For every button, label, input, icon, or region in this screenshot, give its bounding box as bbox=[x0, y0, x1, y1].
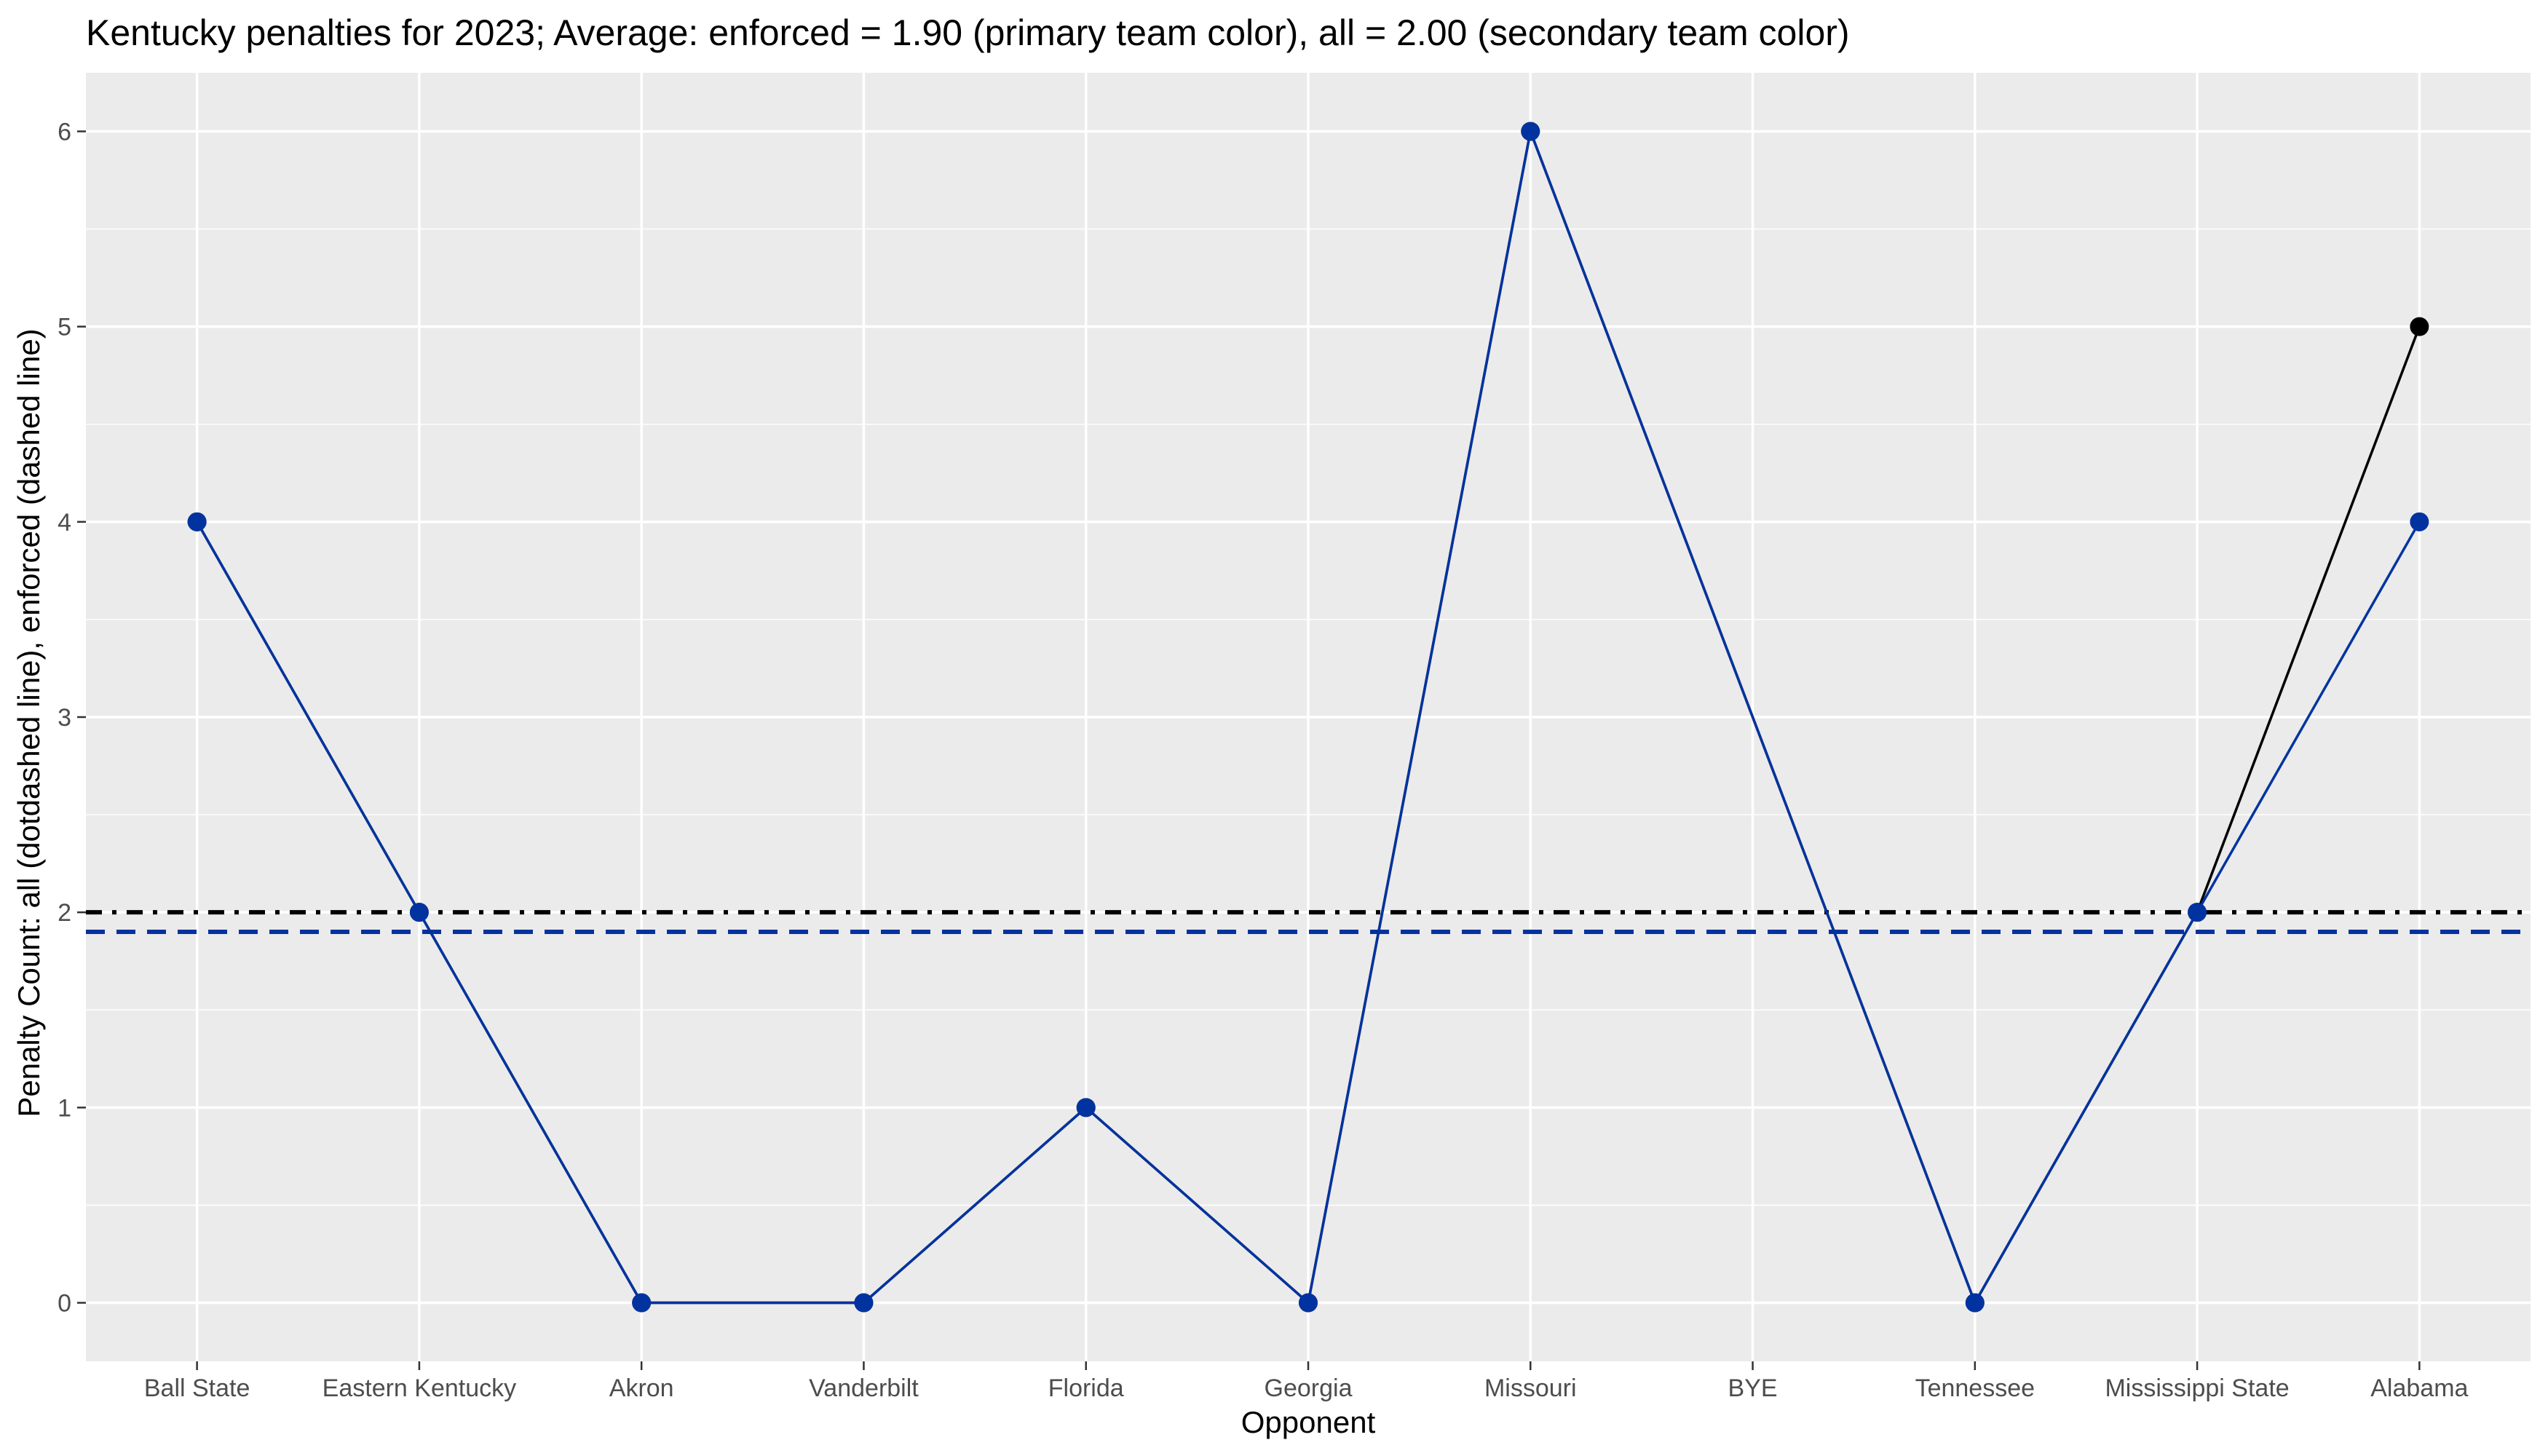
data-point-enforced bbox=[1965, 1293, 1985, 1313]
x-tick-label: Florida bbox=[1048, 1374, 1124, 1402]
y-axis-title: Penalty Count: all (dotdashed line), enf… bbox=[12, 328, 46, 1117]
x-tick-label: BYE bbox=[1728, 1374, 1778, 1402]
data-point-enforced bbox=[1299, 1293, 1318, 1313]
x-tick-label: Mississippi State bbox=[2105, 1374, 2289, 1402]
x-tick-label: Eastern Kentucky bbox=[323, 1374, 516, 1402]
x-tick-label: Alabama bbox=[2370, 1374, 2468, 1402]
x-tick-label: Georgia bbox=[1265, 1374, 1353, 1402]
series-line-enforced bbox=[1529, 130, 1977, 1304]
data-point-enforced bbox=[187, 512, 207, 531]
y-tick-label: 3 bbox=[58, 704, 71, 732]
series-line-all bbox=[2196, 326, 2421, 913]
data-point-enforced bbox=[2188, 903, 2207, 922]
series-lines bbox=[196, 130, 2421, 1305]
x-tick-label: Tennessee bbox=[1915, 1374, 2035, 1402]
y-tick-label: 2 bbox=[58, 899, 71, 927]
series-line-enforced bbox=[1307, 131, 1532, 1303]
series-line-enforced bbox=[863, 1107, 1087, 1304]
y-tick-label: 6 bbox=[58, 118, 71, 146]
x-tick-label: Vanderbilt bbox=[809, 1374, 919, 1402]
data-point-enforced bbox=[632, 1293, 652, 1313]
x-tick-label: Ball State bbox=[144, 1374, 250, 1402]
x-axis-title: Opponent bbox=[1241, 1405, 1376, 1439]
data-point-enforced bbox=[854, 1293, 874, 1313]
data-point-enforced bbox=[2410, 512, 2429, 531]
series-line-enforced bbox=[1974, 911, 2199, 1304]
x-tick-label: Akron bbox=[609, 1374, 674, 1402]
series-line-enforced bbox=[1085, 1107, 1310, 1304]
y-axis: 0 1 2 3 4 5 6 bbox=[58, 118, 86, 1318]
series-line-enforced bbox=[2196, 521, 2421, 914]
x-tick-label: Missouri bbox=[1484, 1374, 1577, 1402]
y-tick-label: 1 bbox=[58, 1094, 71, 1122]
y-tick-label: 0 bbox=[58, 1290, 71, 1318]
y-tick-label: 5 bbox=[58, 314, 71, 341]
x-axis: Ball State Eastern Kentucky Akron Vanderbil… bbox=[144, 1361, 2469, 1402]
y-tick-label: 4 bbox=[58, 509, 71, 537]
reference-lines bbox=[86, 910, 2531, 934]
data-point-enforced bbox=[409, 903, 429, 922]
series-line-enforced bbox=[196, 521, 421, 914]
series-points bbox=[187, 122, 2429, 1313]
data-point-enforced bbox=[1076, 1098, 1096, 1117]
data-point-enforced bbox=[1521, 122, 1540, 141]
data-point-all bbox=[2410, 317, 2429, 336]
chart-title: Kentucky penalties for 2023; Average: en… bbox=[86, 12, 1850, 53]
series-line-enforced bbox=[418, 911, 643, 1304]
